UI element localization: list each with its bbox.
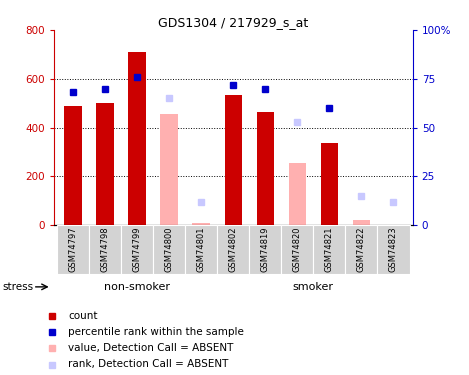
FancyBboxPatch shape bbox=[378, 225, 409, 274]
Text: GSM74799: GSM74799 bbox=[133, 226, 142, 272]
Bar bbox=[192, 223, 210, 225]
Text: stress: stress bbox=[2, 282, 33, 292]
Bar bbox=[160, 114, 178, 225]
FancyBboxPatch shape bbox=[121, 225, 153, 274]
Bar bbox=[225, 94, 242, 225]
FancyBboxPatch shape bbox=[153, 225, 185, 274]
Bar bbox=[257, 112, 274, 225]
Text: value, Detection Call = ABSENT: value, Detection Call = ABSENT bbox=[68, 343, 234, 353]
Text: GSM74823: GSM74823 bbox=[389, 226, 398, 272]
Bar bbox=[129, 52, 146, 225]
FancyBboxPatch shape bbox=[250, 225, 281, 274]
Text: non-smoker: non-smoker bbox=[104, 282, 170, 292]
FancyBboxPatch shape bbox=[185, 225, 217, 274]
Title: GDS1304 / 217929_s_at: GDS1304 / 217929_s_at bbox=[158, 16, 309, 29]
Text: GSM74822: GSM74822 bbox=[357, 226, 366, 272]
Text: GSM74801: GSM74801 bbox=[197, 226, 206, 272]
Text: GSM74821: GSM74821 bbox=[325, 226, 334, 272]
Bar bbox=[97, 103, 114, 225]
FancyBboxPatch shape bbox=[89, 225, 121, 274]
FancyBboxPatch shape bbox=[281, 225, 313, 274]
Text: count: count bbox=[68, 311, 98, 321]
FancyBboxPatch shape bbox=[313, 225, 346, 274]
Text: percentile rank within the sample: percentile rank within the sample bbox=[68, 327, 244, 337]
FancyBboxPatch shape bbox=[346, 225, 378, 274]
Text: GSM74798: GSM74798 bbox=[101, 226, 110, 272]
Bar bbox=[64, 106, 82, 225]
FancyBboxPatch shape bbox=[57, 225, 89, 274]
Text: GSM74820: GSM74820 bbox=[293, 226, 302, 272]
Text: GSM74800: GSM74800 bbox=[165, 226, 174, 272]
Text: GSM74802: GSM74802 bbox=[229, 226, 238, 272]
Text: GSM74819: GSM74819 bbox=[261, 226, 270, 272]
Text: smoker: smoker bbox=[293, 282, 334, 292]
Text: GSM74797: GSM74797 bbox=[68, 226, 78, 272]
FancyBboxPatch shape bbox=[217, 225, 250, 274]
Bar bbox=[353, 220, 370, 225]
Text: rank, Detection Call = ABSENT: rank, Detection Call = ABSENT bbox=[68, 360, 229, 369]
Bar bbox=[288, 163, 306, 225]
Bar bbox=[321, 143, 338, 225]
